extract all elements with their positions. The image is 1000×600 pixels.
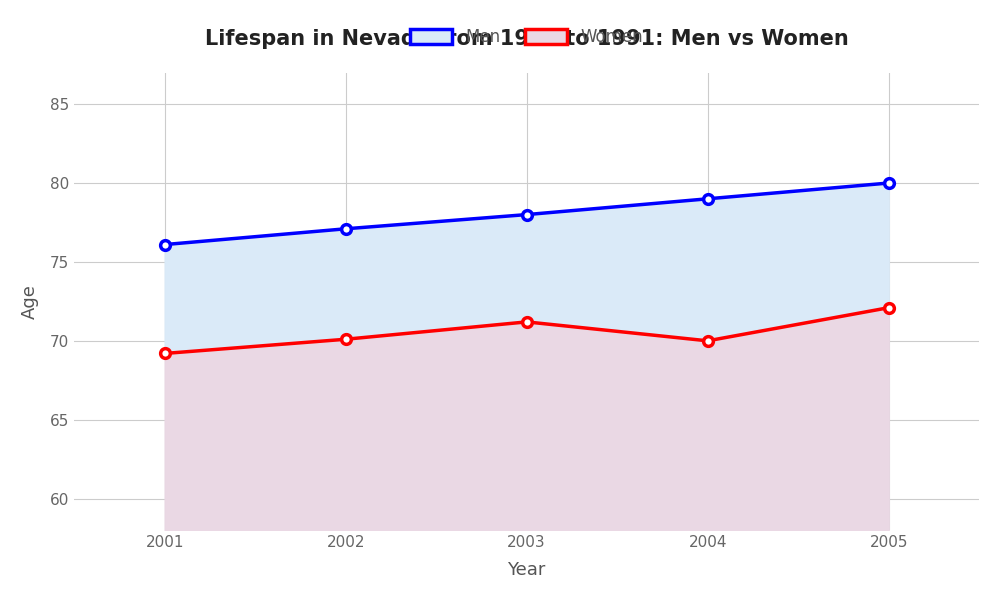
Legend: Men, Women: Men, Women: [404, 22, 650, 53]
Title: Lifespan in Nevada from 1962 to 1991: Men vs Women: Lifespan in Nevada from 1962 to 1991: Me…: [205, 29, 849, 49]
Y-axis label: Age: Age: [21, 284, 39, 319]
X-axis label: Year: Year: [507, 561, 546, 579]
